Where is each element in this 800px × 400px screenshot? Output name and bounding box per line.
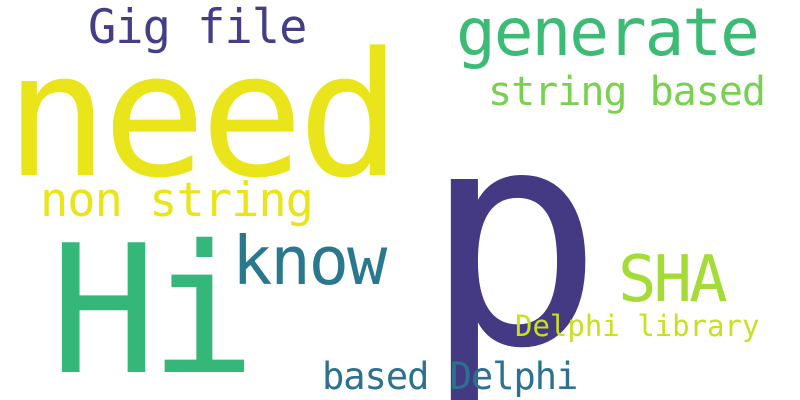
word-generate: generate <box>456 0 760 71</box>
word-sha: SHA <box>618 243 728 317</box>
word-delphi-library: Delphi library <box>515 309 760 343</box>
word-string-based: string based <box>488 69 766 115</box>
word-gig-file: Gig file <box>88 0 307 55</box>
word-need: need <box>5 15 401 216</box>
word-non-string: non string <box>40 173 314 228</box>
word-know: know <box>232 222 387 300</box>
word-hi: Hi <box>50 207 256 400</box>
word-p: p <box>423 65 604 400</box>
word-based-delphi: based Delphi <box>322 355 578 398</box>
